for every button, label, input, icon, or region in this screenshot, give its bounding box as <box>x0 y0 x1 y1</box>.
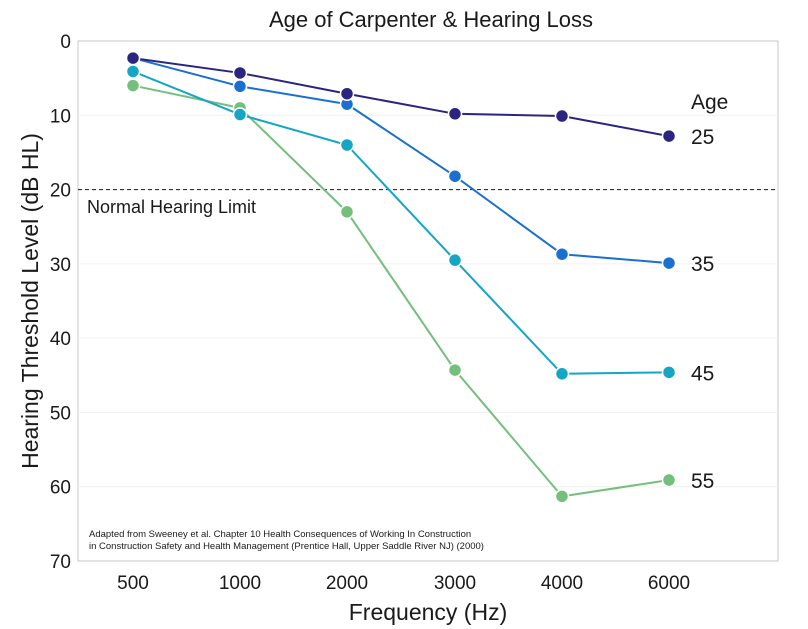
data-point-age-35 <box>447 168 463 184</box>
series-line-age-35 <box>132 57 670 265</box>
y-tick-label: 10 <box>50 106 71 127</box>
data-point-age-55 <box>661 472 677 488</box>
data-point-age-35 <box>554 246 570 262</box>
data-point-age-25 <box>554 108 570 124</box>
data-point-age-55 <box>554 489 570 504</box>
data-point-age-45 <box>232 107 248 122</box>
y-tick-label: 20 <box>50 181 71 202</box>
data-point-age-55 <box>447 362 463 378</box>
series-label-age-35: 35 <box>691 253 714 276</box>
normal-hearing-limit-label: Normal Hearing Limit <box>87 197 256 217</box>
plot-frame <box>77 40 779 562</box>
data-point-age-55 <box>125 78 141 93</box>
data-point-age-35 <box>661 255 677 271</box>
series-line-age-45 <box>132 70 670 375</box>
data-point-age-45 <box>339 137 355 153</box>
y-tick-label: 30 <box>50 255 71 276</box>
data-point-age-45 <box>447 252 463 268</box>
x-tick-label: 500 <box>117 573 149 594</box>
data-point-age-35 <box>232 79 248 94</box>
data-point-age-25 <box>339 86 355 101</box>
series-label-age-55: 55 <box>691 470 714 493</box>
source-note-line-2: in Construction Safety and Health Manage… <box>89 541 484 552</box>
y-tick-label: 50 <box>50 403 71 424</box>
data-point-age-45 <box>661 365 677 380</box>
y-tick-label: 70 <box>50 552 71 573</box>
y-tick-label: 0 <box>60 32 71 53</box>
x-tick-label: 6000 <box>648 573 690 594</box>
y-tick-label: 40 <box>50 329 71 350</box>
legend-title: Age <box>691 91 728 114</box>
series-line-age-25 <box>132 57 670 138</box>
x-tick-label: 4000 <box>541 573 583 594</box>
x-tick-label: 1000 <box>219 573 261 594</box>
data-point-age-25 <box>125 50 141 66</box>
data-point-age-25 <box>232 65 248 81</box>
y-axis-label: Hearing Threshold Level (dB HL) <box>17 133 43 469</box>
y-tick-label: 60 <box>50 478 71 499</box>
data-point-age-45 <box>125 64 141 79</box>
x-tick-label: 2000 <box>326 573 368 594</box>
x-axis-label: Frequency (Hz) <box>349 599 507 625</box>
data-point-age-55 <box>339 204 355 220</box>
data-point-age-25 <box>661 128 677 144</box>
series-line-age-55 <box>132 84 670 498</box>
chart-title: Age of Carpenter & Hearing Loss <box>269 7 593 32</box>
data-point-age-45 <box>554 366 570 382</box>
series-label-age-45: 45 <box>691 362 714 385</box>
source-note-line-1: Adapted from Sweeney et al. Chapter 10 H… <box>89 529 471 540</box>
x-tick-label: 3000 <box>434 573 476 594</box>
series-label-age-25: 25 <box>691 126 714 149</box>
data-point-age-25 <box>447 106 463 122</box>
